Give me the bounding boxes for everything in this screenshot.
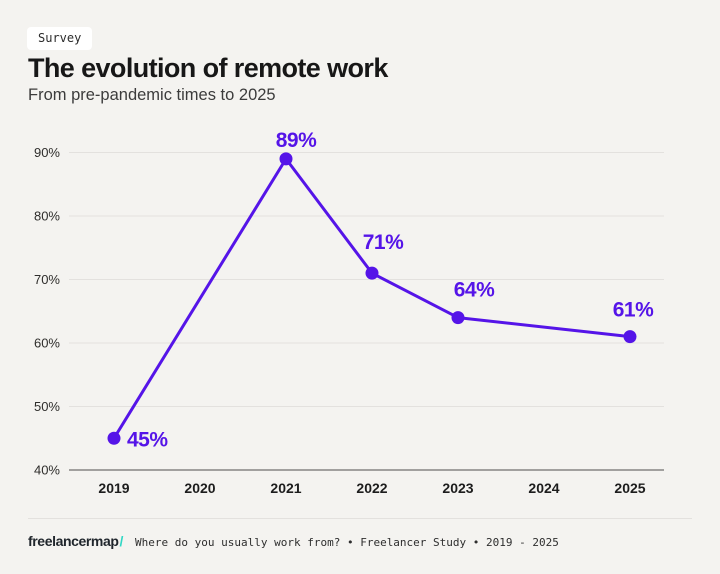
y-tick-label: 80% — [34, 209, 60, 224]
y-tick-label: 50% — [34, 399, 60, 414]
y-tick-label: 70% — [34, 272, 60, 287]
footer-source-text: Where do you usually work from? • Freela… — [135, 536, 559, 549]
logo-slash-icon: / — [119, 533, 124, 549]
x-tick-label: 2023 — [442, 480, 473, 496]
x-tick-label: 2025 — [614, 480, 645, 496]
footer-divider — [28, 518, 692, 519]
page-title: The evolution of remote work — [28, 53, 388, 83]
x-tick-label: 2022 — [356, 480, 387, 496]
data-point — [623, 330, 637, 344]
data-point-label: 64% — [454, 279, 495, 302]
survey-badge-label: Survey — [38, 31, 82, 45]
data-point — [279, 152, 293, 166]
y-tick-label: 40% — [34, 463, 60, 478]
data-point-label: 61% — [613, 299, 654, 322]
footer: freelancermap/ Where do you usually work… — [28, 533, 559, 549]
x-tick-label: 2021 — [270, 480, 301, 496]
data-point-label: 71% — [363, 231, 404, 254]
data-point — [107, 431, 121, 445]
data-point — [365, 266, 379, 280]
page-subtitle: From pre-pandemic times to 2025 — [28, 86, 276, 104]
y-tick-label: 90% — [34, 145, 60, 160]
freelancermap-logo: freelancermap/ — [28, 533, 123, 549]
x-tick-label: 2019 — [98, 480, 129, 496]
x-tick-label: 2024 — [528, 480, 559, 496]
y-tick-label: 60% — [34, 336, 60, 351]
x-tick-label: 2020 — [184, 480, 215, 496]
line-chart-svg: 90% 80% 70% 60% 50% 40% 2019 2020 2021 2022 2023 20… — [34, 129, 664, 496]
survey-badge: Survey — [27, 27, 93, 50]
chart-line — [112, 157, 632, 440]
freelancermap-logo-text: freelancermap — [28, 533, 119, 549]
data-point — [451, 311, 465, 325]
data-point-label: 45% — [127, 428, 168, 451]
data-point-label: 89% — [276, 129, 317, 152]
